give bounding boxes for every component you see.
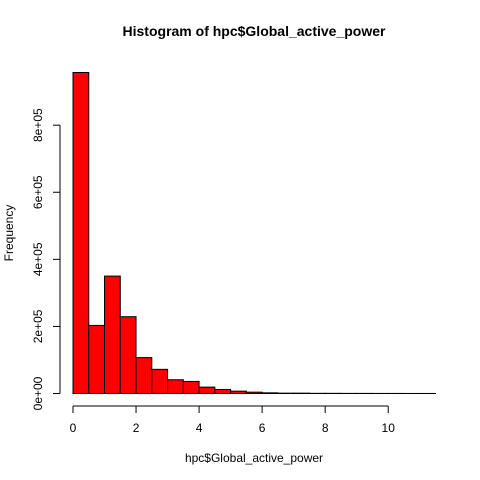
y-tick-label: 6e+05: [31, 175, 45, 209]
histogram-bar: [198, 386, 216, 394]
y-axis-label: Frequency: [2, 205, 16, 262]
y-tick-label: 2e+05: [31, 309, 45, 343]
histogram-bar: [245, 391, 263, 394]
histogram-bar: [135, 357, 153, 394]
x-axis-label: hpc$Global_active_power: [185, 451, 323, 465]
x-tick-label: 4: [196, 421, 203, 435]
histogram-bar: [104, 275, 121, 394]
bars-group: [72, 72, 437, 395]
histogram-bar: [72, 72, 90, 394]
chart-title: Histogram of hpc$Global_active_power: [123, 23, 387, 39]
histogram-bar: [182, 380, 200, 394]
histogram-bar: [88, 324, 106, 395]
histogram-bar: [214, 388, 232, 395]
histogram-bar: [230, 390, 247, 394]
y-tick-label: 4e+05: [31, 242, 45, 276]
x-tick-label: 2: [133, 421, 140, 435]
histogram-bar: [151, 368, 169, 395]
histogram-bar: [119, 316, 137, 394]
x-tick-label: 6: [259, 421, 266, 435]
x-tick-label: 8: [322, 421, 329, 435]
y-tick-label: 8e+05: [31, 108, 45, 142]
x-tick-label: 0: [70, 421, 77, 435]
histogram-bar: [261, 392, 279, 394]
y-tick-label: 0e+00: [31, 376, 45, 410]
x-axis-ticks: 0 2 4 6 8 10: [70, 406, 396, 435]
x-tick-label: 10: [382, 421, 396, 435]
histogram-bar: [167, 379, 184, 395]
y-axis-ticks: 0e+00 2e+05 4e+05 6e+05 8e+05: [31, 108, 60, 410]
